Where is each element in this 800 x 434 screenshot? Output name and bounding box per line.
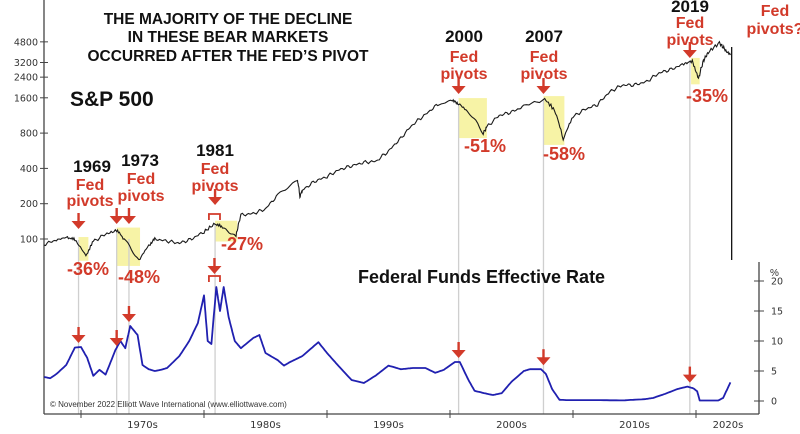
x-tick-label: 1990s bbox=[373, 420, 404, 431]
fed-label: Fed bbox=[201, 161, 229, 178]
pivot-year-label: 2007 bbox=[525, 27, 563, 46]
pivots-label: pivots? bbox=[747, 21, 800, 38]
x-tick-label: 1980s bbox=[250, 420, 281, 431]
fed-funds-title: Federal Funds Effective Rate bbox=[358, 267, 605, 287]
rate-pivot-arrow-icon bbox=[682, 374, 697, 383]
fed-label: Fed bbox=[76, 177, 104, 194]
pivots-label: pivots bbox=[666, 32, 713, 49]
pivot-arrow-icon bbox=[109, 216, 124, 224]
headline-line-3: OCCURRED AFTER THE FED’S PIVOT bbox=[87, 48, 369, 65]
sp500-line bbox=[43, 40, 731, 261]
pivot-year-label: 1973 bbox=[121, 151, 159, 170]
sp-ytick-label: 400 bbox=[20, 164, 38, 175]
decline-percent-label: -51% bbox=[464, 136, 506, 156]
decline-percent-label: -35% bbox=[686, 86, 728, 106]
pivot-arrow-icon bbox=[121, 216, 136, 224]
rate-unit-label: % bbox=[770, 268, 779, 279]
headline-line-1: THE MAJORITY OF THE DECLINE bbox=[104, 11, 353, 28]
rate-ytick-label: 5 bbox=[771, 367, 777, 378]
x-tick-label: 1970s bbox=[127, 420, 158, 431]
rate-pivot-arrow-icon bbox=[71, 335, 86, 343]
sp-ytick-label: 800 bbox=[20, 129, 38, 140]
pivot-bracket bbox=[208, 213, 221, 220]
pivot-year-label: 1969 bbox=[73, 157, 111, 176]
x-tick-label: 2020s bbox=[713, 420, 744, 431]
x-tick-label: 2000s bbox=[496, 420, 527, 431]
sp-ytick-label: 100 bbox=[20, 235, 38, 246]
sp-ytick-label: 1600 bbox=[14, 93, 38, 104]
decline-percent-label: -58% bbox=[543, 144, 585, 164]
pivot-arrow-icon bbox=[71, 221, 86, 229]
pivot-year-label: 1981 bbox=[196, 141, 234, 160]
series-lines bbox=[43, 40, 732, 402]
pivots-label: pivots bbox=[440, 66, 487, 83]
rate-pivot-arrow-icon bbox=[451, 350, 466, 358]
fed-label: Fed bbox=[676, 15, 704, 32]
decline-percent-label: -36% bbox=[67, 259, 109, 279]
rate-ytick-label: 0 bbox=[771, 397, 777, 408]
rate-pivot-arrow-icon bbox=[207, 266, 222, 274]
pivot-year-label: 2000 bbox=[445, 27, 483, 46]
decline-shade bbox=[78, 237, 89, 261]
rate-ytick-label: 10 bbox=[771, 337, 783, 348]
rate-pivot-bracket bbox=[208, 275, 221, 282]
decline-percent-label: -48% bbox=[118, 267, 160, 287]
pivots-label: pivots bbox=[117, 188, 164, 205]
pivot-arrow-icon bbox=[536, 86, 551, 94]
annotations: 1969Fedpivots-36%1973Fedpivots-48%1981Fe… bbox=[66, 0, 800, 383]
pivots-label: pivots bbox=[191, 178, 238, 195]
fed-funds-line bbox=[43, 286, 732, 402]
rate-pivot-arrow-icon bbox=[109, 338, 124, 346]
tick-labels: 100 200 400 800 1600 2400 3200 4800 0 5 10 15 20 1970… bbox=[14, 37, 783, 431]
pivots-label: pivots bbox=[66, 193, 113, 210]
fed-label: Fed bbox=[450, 49, 478, 66]
fed-label: Fed bbox=[761, 3, 789, 20]
x-tick-label: 2010s bbox=[619, 420, 650, 431]
pivot-year-label: 2019 bbox=[671, 0, 709, 16]
axes bbox=[43, 0, 760, 415]
rate-ytick-label: 20 bbox=[771, 277, 783, 288]
decline-shades bbox=[78, 57, 700, 266]
copyright-notice: © November 2022 Elliott Wave Internation… bbox=[50, 400, 287, 409]
sp500-label: S&P 500 bbox=[70, 88, 154, 111]
pivot-arrow-icon bbox=[208, 197, 223, 205]
decline-shade bbox=[543, 96, 565, 145]
sp-ytick-label: 4800 bbox=[14, 37, 38, 48]
rate-pivot-arrow-icon bbox=[121, 314, 136, 322]
rate-ytick-label: 15 bbox=[771, 307, 783, 318]
pivots-label: pivots bbox=[520, 66, 567, 83]
headline-line-2: IN THESE BEAR MARKETS bbox=[128, 29, 329, 46]
pivot-arrow-icon bbox=[451, 86, 466, 94]
decline-percent-label: -27% bbox=[221, 234, 263, 254]
pivot-year-label: 2022 bbox=[756, 0, 794, 2]
sp-ytick-label: 200 bbox=[20, 199, 38, 210]
fed-label: Fed bbox=[530, 49, 558, 66]
pivot-arrow-icon bbox=[682, 50, 697, 58]
sp-ytick-label: 2400 bbox=[14, 73, 38, 84]
rate-pivot-arrow-icon bbox=[536, 357, 551, 366]
sp-ytick-label: 3200 bbox=[14, 58, 38, 69]
fed-label: Fed bbox=[127, 171, 155, 188]
